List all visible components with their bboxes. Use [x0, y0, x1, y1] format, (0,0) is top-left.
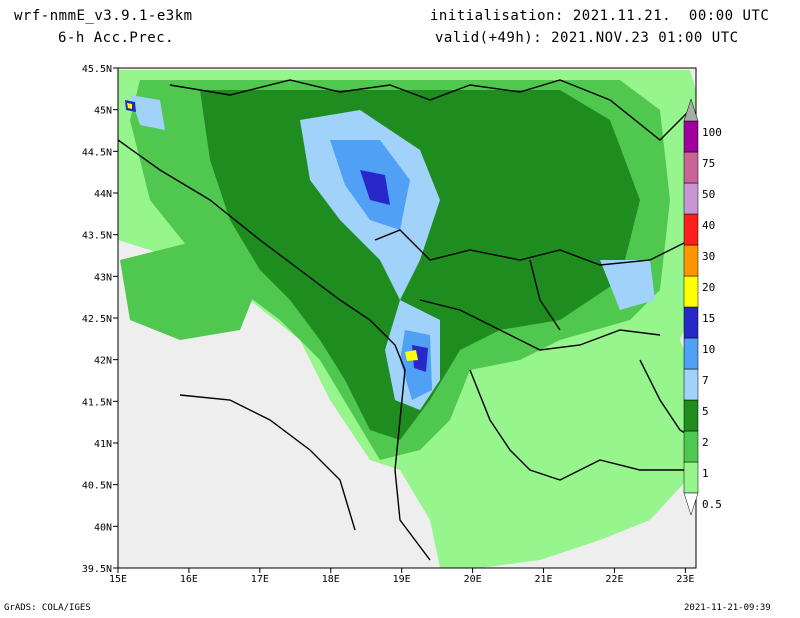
- lon-label: 20E: [464, 574, 482, 585]
- lon-label: 21E: [534, 574, 552, 585]
- legend-label: 7: [702, 374, 709, 387]
- init-time: initialisation: 2021.11.21. 00:00 UTC: [430, 8, 770, 24]
- legend-swatch: [683, 182, 699, 215]
- footer-timestamp: 2021-11-21-09:39: [684, 603, 771, 613]
- model-title: wrf-nmmE_v3.9.1-e3km: [14, 8, 193, 24]
- legend-swatch: [683, 399, 699, 432]
- lat-label: 43N: [94, 272, 112, 283]
- legend-swatch: [683, 337, 699, 370]
- precip-field: [118, 70, 696, 568]
- legend-swatch: [683, 368, 699, 401]
- legend-label: 0.5: [702, 498, 722, 511]
- legend-label: 1: [702, 467, 709, 480]
- legend-swatch: [683, 213, 699, 246]
- lat-label: 44.5N: [82, 147, 112, 158]
- legend-label: 2: [702, 436, 709, 449]
- legend-swatch: [683, 275, 699, 308]
- legend-arrow-bottom: [683, 492, 699, 516]
- lat-label: 43.5N: [82, 231, 112, 242]
- legend-swatch: [683, 461, 699, 494]
- lon-label: 16E: [180, 574, 198, 585]
- legend-swatch: [683, 430, 699, 463]
- lat-label: 45N: [94, 106, 112, 117]
- field-title: 6-h Acc.Prec.: [58, 30, 175, 46]
- lon-label: 18E: [322, 574, 340, 585]
- lat-label: 40N: [94, 522, 112, 533]
- lat-label: 41N: [94, 439, 112, 450]
- legend-swatch: [683, 120, 699, 153]
- lat-label: 39.5N: [82, 564, 112, 575]
- legend-swatch: [683, 244, 699, 277]
- lat-label: 40.5N: [82, 481, 112, 492]
- legend-label: 30: [702, 250, 715, 263]
- legend-label: 40: [702, 219, 715, 232]
- legend-swatch: [683, 306, 699, 339]
- legend-label: 100: [702, 126, 722, 139]
- lat-label: 41.5N: [82, 397, 112, 408]
- legend-label: 5: [702, 405, 709, 418]
- axis-labels: 15E 16E 17E 18E 19E 20E 21E 22E 23E 45.5N 45N 44.5N…: [82, 64, 695, 585]
- valid-time: valid(+49h): 2021.NOV.23 01:00 UTC: [435, 30, 739, 46]
- lon-label: 23E: [676, 574, 694, 585]
- lon-label: 19E: [393, 574, 411, 585]
- legend-swatch: [683, 151, 699, 184]
- legend-label: 75: [702, 157, 715, 170]
- lon-label: 22E: [605, 574, 623, 585]
- lat-label: 42.5N: [82, 314, 112, 325]
- lat-label: 44N: [94, 189, 112, 200]
- legend-label: 15: [702, 312, 715, 325]
- legend-label: 10: [702, 343, 715, 356]
- lon-label: 17E: [251, 574, 269, 585]
- legend-arrow-top: [683, 98, 699, 122]
- legend-label: 50: [702, 188, 715, 201]
- lat-label: 45.5N: [82, 64, 112, 75]
- lat-label: 42N: [94, 356, 112, 367]
- color-legend: 0.5 1 2 5 7 10 15 20 30 40 50 75 100: [683, 98, 722, 516]
- legend-label: 20: [702, 281, 715, 294]
- lon-label: 15E: [109, 574, 127, 585]
- footer-software: GrADS: COLA/IGES: [4, 603, 91, 613]
